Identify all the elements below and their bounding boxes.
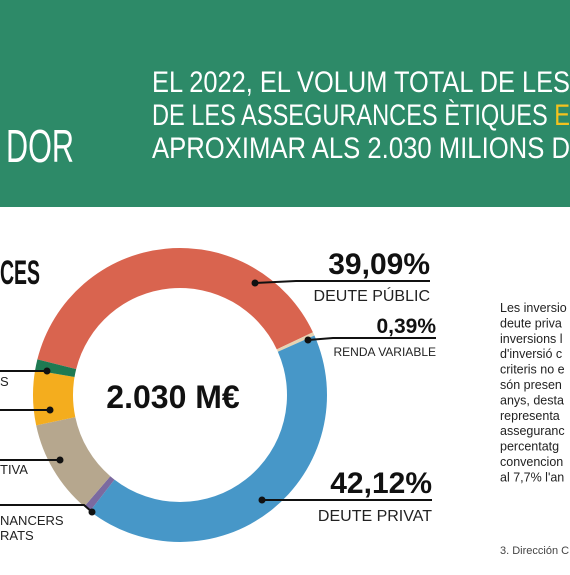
footnote: 3. Dirección C	[500, 545, 569, 557]
header-line-text: DE LES ASSEGURANCES ÈTIQUES	[152, 99, 554, 132]
chart-title: CES	[0, 254, 40, 292]
donut-segment	[89, 335, 328, 542]
donut: 39,09% DEUTE PÚBLIC 0,39% RENDA VARIABLE 42,…	[0, 247, 436, 543]
body-line: Les inversio	[500, 301, 567, 315]
header-left-title: DOR	[6, 120, 74, 172]
body-line: anys, desta	[500, 393, 564, 407]
value-label: 42,12%	[330, 467, 432, 500]
category-label: DEUTE PRIVAT	[318, 508, 432, 525]
category-label-line: RATS	[0, 528, 34, 543]
category-label: TIVA	[0, 462, 28, 477]
value-label: 0,39%	[376, 315, 436, 338]
value-label: 39,09%	[328, 248, 430, 281]
category-label: S	[0, 374, 9, 389]
header-line: DE LES ASSEGURANCES ÈTIQUES E	[152, 99, 570, 132]
body-line: asseguranc	[500, 424, 565, 438]
body-line: inversions l	[500, 332, 563, 346]
donut-segment	[37, 247, 313, 370]
donut-segment	[36, 417, 111, 507]
callout-line	[254, 280, 430, 284]
body-line: al 7,7% l'an	[500, 470, 564, 484]
category-label: NANCERS RATS	[0, 513, 64, 543]
body-line: són presen	[500, 378, 562, 392]
donut-segment	[33, 370, 76, 426]
callout-line	[307, 337, 436, 341]
body-line: criteris no e	[500, 363, 565, 377]
header-line: EL 2022, EL VOLUM TOTAL DE LES	[152, 66, 570, 99]
body-line: d'inversió c	[500, 347, 562, 361]
header-line: APROXIMAR ALS 2.030 MILIONS D	[152, 132, 570, 165]
donut-segment	[84, 476, 115, 512]
center-label: 2.030 M€	[106, 379, 240, 415]
body-line: percentatg	[500, 440, 559, 454]
category-label: RENDA VARIABLE	[334, 345, 436, 359]
donut-segment	[35, 359, 77, 378]
body-line: representa	[500, 409, 560, 423]
category-label: DEUTE PÚBLIC	[314, 286, 430, 305]
header-band	[0, 0, 570, 207]
callout-line	[0, 504, 93, 513]
header-highlight: E	[554, 99, 570, 132]
body-line: convencion	[500, 455, 563, 469]
body-line: deute priva	[500, 316, 562, 330]
donut-segment	[276, 332, 315, 352]
category-label-line: NANCERS	[0, 513, 64, 528]
